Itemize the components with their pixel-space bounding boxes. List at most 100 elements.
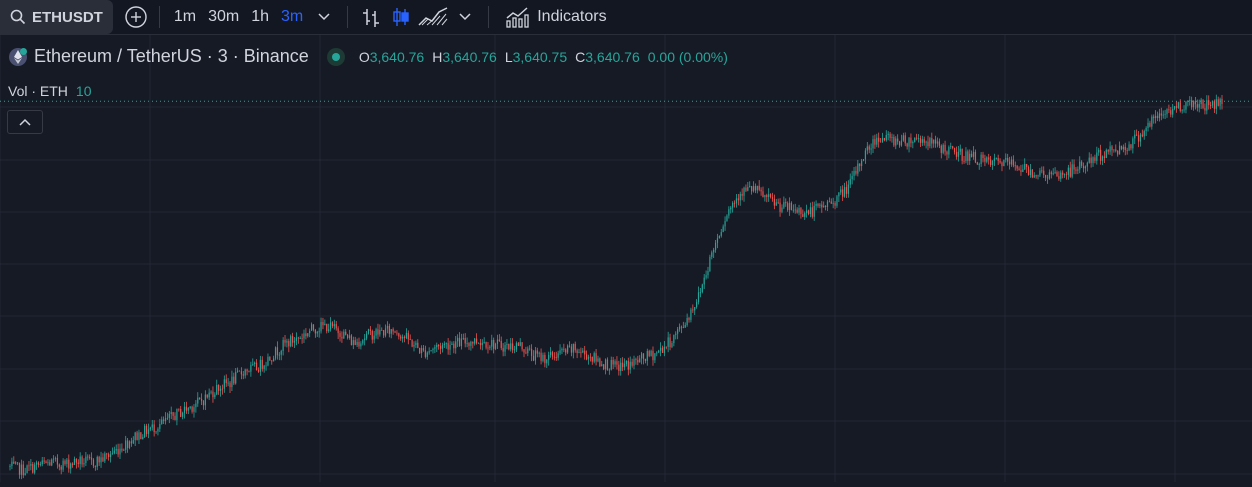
candle-body <box>527 348 529 354</box>
candle-body <box>699 292 702 293</box>
candle-body <box>28 465 30 467</box>
candle-body <box>701 284 703 293</box>
candle-body <box>453 343 455 349</box>
candle-body <box>532 355 535 361</box>
candle-body <box>261 359 263 369</box>
candle-body <box>420 348 423 354</box>
candle-body <box>394 331 396 333</box>
candle-body <box>1217 99 1219 106</box>
search-icon <box>10 9 26 25</box>
candle-body <box>322 321 324 326</box>
candle-body <box>248 371 250 373</box>
candle-body <box>489 346 491 349</box>
candle-body <box>557 353 559 358</box>
candle-body <box>223 379 225 389</box>
candle-body <box>732 202 734 208</box>
candle-body <box>843 187 846 197</box>
candle-body <box>199 397 201 399</box>
symbol-search-button[interactable]: ETHUSDT <box>0 0 113 34</box>
price-chart-area[interactable] <box>0 35 1252 482</box>
interval-dropdown[interactable] <box>309 2 339 32</box>
candle-body <box>650 350 652 356</box>
chart-type-dropdown[interactable] <box>450 2 480 32</box>
candle-body <box>635 359 637 360</box>
candle-body <box>1081 161 1083 166</box>
candle-body <box>390 329 392 334</box>
candle-body <box>252 364 254 365</box>
indicators-button[interactable]: Indicators <box>497 6 614 28</box>
candle-body <box>60 466 62 470</box>
candle-body <box>692 309 694 311</box>
candle-body <box>1043 170 1045 175</box>
candle-body <box>974 151 977 163</box>
candle-body <box>906 143 908 147</box>
candle-body <box>1172 108 1174 115</box>
candle-body <box>631 361 633 366</box>
candle-body <box>714 242 717 250</box>
bar-chart-type-button[interactable] <box>356 2 386 32</box>
collapse-legend-button[interactable] <box>7 110 43 134</box>
compare-add-button[interactable] <box>121 2 151 32</box>
candle-body <box>663 346 665 353</box>
candle-body <box>457 337 459 342</box>
candle-body <box>125 440 127 450</box>
candle-body <box>402 336 404 339</box>
volume-legend: Vol · ETH 10 <box>8 83 91 99</box>
candle-body <box>1077 169 1079 171</box>
candle-body <box>781 207 783 212</box>
candle-body <box>92 459 95 467</box>
candle-body <box>274 347 277 359</box>
volume-label: Vol · ETH <box>8 83 68 99</box>
market-open-status-icon[interactable] <box>326 47 345 66</box>
candle-body <box>646 351 648 361</box>
candle-body <box>487 347 489 349</box>
candle-body <box>299 338 301 339</box>
candle-body <box>62 460 64 470</box>
candle-body <box>481 342 483 346</box>
candle-body <box>760 189 762 192</box>
candle-body <box>202 401 205 406</box>
candle-body <box>1088 157 1090 163</box>
area-chart-type-button[interactable] <box>416 2 450 32</box>
candle-body <box>1175 106 1178 108</box>
candle-body <box>149 427 151 430</box>
candle-body <box>449 344 451 350</box>
candle-body <box>419 347 421 354</box>
interval-3m[interactable]: 3m <box>281 8 304 25</box>
candle-body <box>690 309 692 320</box>
candle-body <box>161 419 163 424</box>
candle-body <box>743 187 745 196</box>
candle-body <box>1056 172 1058 177</box>
candle-body <box>986 157 988 162</box>
interval-30m[interactable]: 30m <box>208 8 240 25</box>
candle-body <box>555 357 557 358</box>
candle-body <box>345 331 347 335</box>
candles-chart-type-button[interactable] <box>386 2 416 32</box>
candle-body <box>1027 167 1030 176</box>
candle-body <box>1005 157 1007 160</box>
candle-body <box>472 341 474 344</box>
candle-body <box>1143 131 1145 137</box>
candle-body <box>876 137 878 145</box>
candle-body <box>434 347 436 349</box>
candle-body <box>1158 113 1161 119</box>
interval-1m[interactable]: 1m <box>173 8 197 25</box>
candle-body <box>622 362 624 368</box>
candle-body <box>866 146 868 151</box>
candle-body <box>1075 169 1077 171</box>
candle-body <box>1101 156 1104 161</box>
candle-body <box>1134 134 1136 139</box>
candle-body <box>134 432 136 441</box>
candle-body <box>904 135 906 144</box>
candle-body <box>582 350 584 353</box>
candle-body <box>1041 170 1043 172</box>
candle-body <box>166 417 169 419</box>
candle-body <box>326 323 328 332</box>
candlestick-chart[interactable] <box>0 35 1252 482</box>
candle-body <box>694 307 696 311</box>
candle-body <box>796 209 798 213</box>
candle-body <box>53 458 55 460</box>
interval-1h[interactable]: 1h <box>251 8 269 25</box>
candle-body <box>381 329 383 331</box>
candle-body <box>1069 167 1071 177</box>
